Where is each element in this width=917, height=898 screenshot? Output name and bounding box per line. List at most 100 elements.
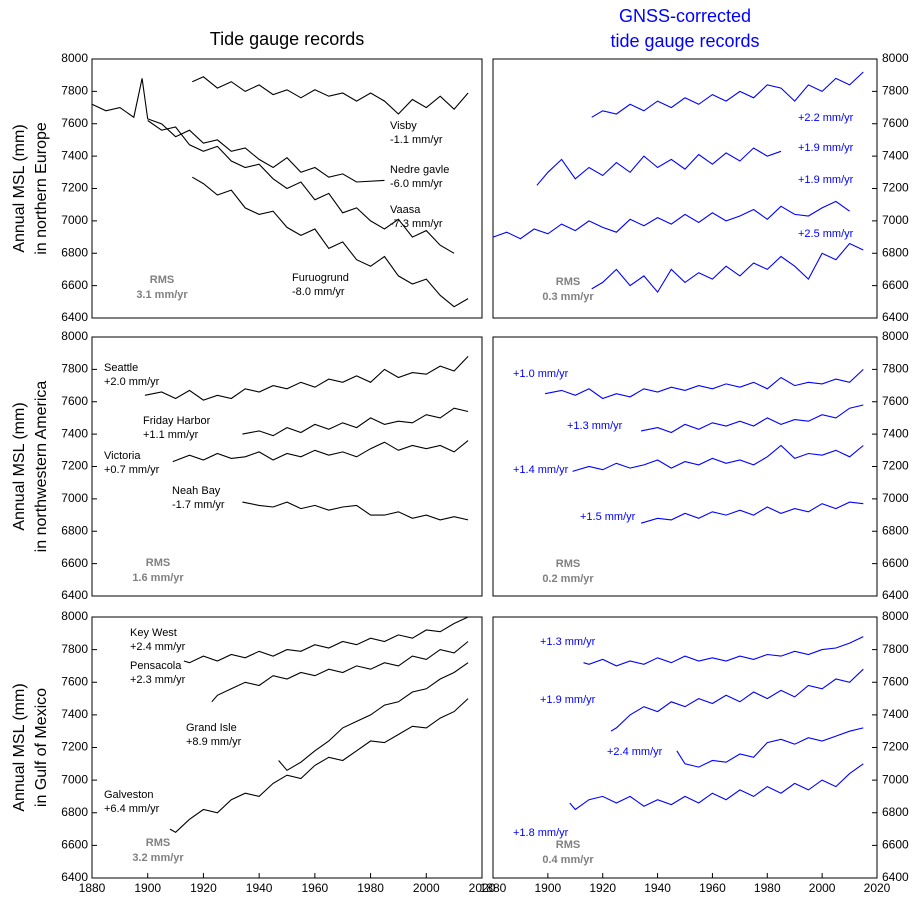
y-tick-label: 6400 xyxy=(882,870,909,884)
x-tick-label: 2000 xyxy=(413,881,440,895)
series-rate: +1.8 mm/yr xyxy=(513,827,569,839)
series-rate: +1.3 mm/yr xyxy=(567,420,623,432)
y-axis-label: Annual MSL (mm) xyxy=(11,402,28,530)
y-tick-label: 7400 xyxy=(61,148,88,162)
series-line xyxy=(242,407,469,437)
series-rate: +1.3 mm/yr xyxy=(540,636,596,648)
x-tick-label: 2000 xyxy=(809,881,836,895)
series-rate: +6.4 mm/yr xyxy=(104,803,160,815)
x-tick-label: 1980 xyxy=(754,881,781,895)
series-name: Furuogrund xyxy=(292,272,349,284)
y-tick-label: 6800 xyxy=(882,523,909,537)
series-line xyxy=(492,200,850,240)
series-line xyxy=(183,616,469,664)
y-tick-label: 7000 xyxy=(882,491,909,505)
series-line xyxy=(676,727,864,768)
series-line xyxy=(640,404,864,434)
series-line xyxy=(91,78,385,183)
y-tick-label: 7000 xyxy=(882,772,909,786)
y-axis-label: in Gulf of Mexico xyxy=(33,688,50,807)
x-tick-label: 2020 xyxy=(864,881,891,895)
y-tick-label: 8000 xyxy=(61,51,88,65)
x-tick-label: 1900 xyxy=(134,881,161,895)
series-name: Visby xyxy=(390,120,417,132)
series-line xyxy=(591,242,864,294)
series-rate: +1.1 mm/yr xyxy=(143,429,199,441)
x-tick-label: 2020 xyxy=(469,881,496,895)
series-rate: +2.0 mm/yr xyxy=(104,376,160,388)
y-tick-label: 6400 xyxy=(882,588,909,602)
y-tick-label: 6800 xyxy=(882,245,909,259)
series-name: Key West xyxy=(130,627,177,639)
series-line xyxy=(192,76,469,115)
series-line xyxy=(192,176,469,308)
series-line xyxy=(536,147,782,186)
series-rate: +8.9 mm/yr xyxy=(186,736,242,748)
x-tick-label: 1880 xyxy=(480,881,507,895)
rms-label: 3.1 mm/yr xyxy=(136,289,188,301)
y-tick-label: 7400 xyxy=(882,148,909,162)
series-line xyxy=(591,71,864,118)
x-tick-label: 1960 xyxy=(699,881,726,895)
y-tick-label: 7400 xyxy=(61,707,88,721)
series-rate: +1.4 mm/yr xyxy=(513,464,569,476)
y-tick-label: 8000 xyxy=(61,609,88,623)
y-tick-label: 7600 xyxy=(882,674,909,688)
series-rate: -6.0 mm/yr xyxy=(390,178,443,190)
series-line xyxy=(572,444,864,472)
y-tick-label: 7800 xyxy=(61,362,88,376)
series-rate: +2.5 mm/yr xyxy=(798,228,854,240)
series-line xyxy=(211,641,469,703)
y-tick-label: 7400 xyxy=(882,707,909,721)
x-tick-label: 1900 xyxy=(535,881,562,895)
series-rate: +2.2 mm/yr xyxy=(798,112,854,124)
y-tick-label: 7600 xyxy=(61,674,88,688)
y-tick-label: 7600 xyxy=(882,116,909,130)
y-tick-label: 6800 xyxy=(61,245,88,259)
series-name: Victoria xyxy=(104,450,141,462)
y-tick-label: 7000 xyxy=(61,213,88,227)
rms-label: 0.3 mm/yr xyxy=(542,291,594,303)
panel-title: Tide gauge records xyxy=(210,29,364,49)
y-tick-label: 6800 xyxy=(61,523,88,537)
series-rate: +1.9 mm/yr xyxy=(798,142,854,154)
rms-label: RMS xyxy=(556,839,580,851)
y-tick-label: 6600 xyxy=(882,556,909,570)
series-name: Seattle xyxy=(104,362,138,374)
y-tick-label: 7000 xyxy=(61,772,88,786)
series-line xyxy=(640,501,864,524)
y-tick-label: 8000 xyxy=(61,329,88,343)
y-tick-label: 7600 xyxy=(61,394,88,408)
y-tick-label: 7800 xyxy=(882,642,909,656)
series-line xyxy=(569,763,864,811)
y-tick-label: 7800 xyxy=(882,362,909,376)
series-rate: +2.4 mm/yr xyxy=(130,641,186,653)
series-line xyxy=(147,120,455,254)
y-tick-label: 6400 xyxy=(61,588,88,602)
y-tick-label: 6600 xyxy=(61,556,88,570)
y-tick-label: 7600 xyxy=(882,394,909,408)
rms-label: RMS xyxy=(556,558,580,570)
y-tick-label: 7000 xyxy=(61,491,88,505)
rms-label: RMS xyxy=(146,557,170,569)
y-tick-label: 7400 xyxy=(882,426,909,440)
y-tick-label: 6600 xyxy=(882,278,909,292)
panel-title: GNSS-corrected xyxy=(619,6,751,26)
series-line xyxy=(544,368,864,400)
series-name: Vaasa xyxy=(390,204,421,216)
series-rate: +2.3 mm/yr xyxy=(130,674,186,686)
series-rate: +1.9 mm/yr xyxy=(798,174,854,186)
y-tick-label: 6600 xyxy=(882,838,909,852)
y-tick-label: 7000 xyxy=(882,213,909,227)
series-name: Galveston xyxy=(104,789,154,801)
series-rate: +1.9 mm/yr xyxy=(540,694,596,706)
x-tick-label: 1980 xyxy=(357,881,384,895)
y-axis-label: Annual MSL (mm) xyxy=(11,683,28,811)
series-name: Friday Harbor xyxy=(143,415,211,427)
x-tick-label: 1920 xyxy=(190,881,217,895)
y-axis-label: Annual MSL (mm) xyxy=(11,124,28,252)
y-tick-label: 6600 xyxy=(61,278,88,292)
series-rate: +1.5 mm/yr xyxy=(580,511,636,523)
panel-title: tide gauge records xyxy=(610,31,759,51)
series-rate: -7.3 mm/yr xyxy=(390,218,443,230)
